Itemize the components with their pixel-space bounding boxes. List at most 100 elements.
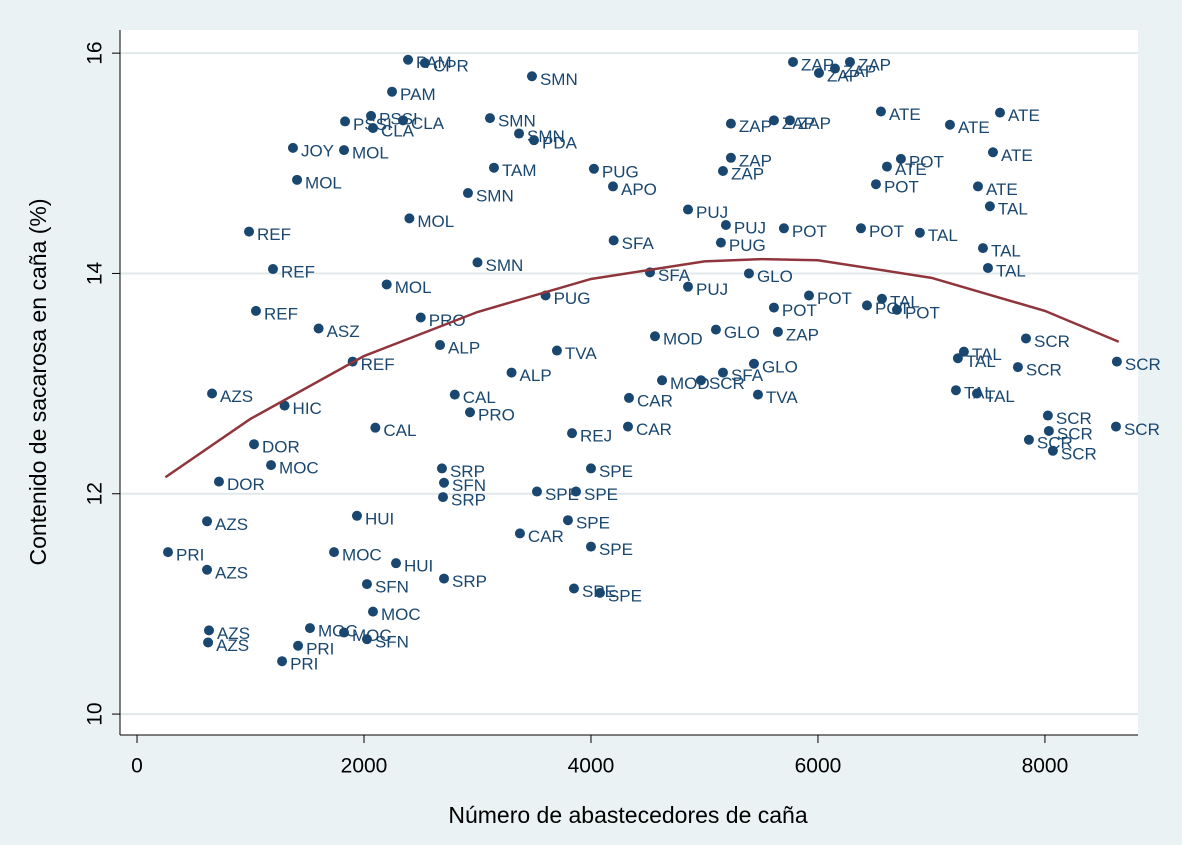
point (971, 388, 982, 399)
point-label: SPE (584, 485, 618, 504)
point-label: POT (792, 222, 827, 241)
point (624, 392, 634, 403)
point-label: PUJ (696, 203, 728, 222)
point-label: SFA (658, 266, 691, 285)
point (1111, 356, 1122, 367)
point-label: SPE (576, 514, 610, 533)
y-tick-label: 16 (84, 41, 107, 64)
point (367, 606, 378, 617)
point-label: ZAP (739, 151, 772, 170)
point-label: GLO (757, 267, 793, 286)
point (435, 340, 446, 351)
point-label: SRP (450, 462, 485, 481)
point (202, 516, 213, 527)
point-label: PUJ (734, 218, 766, 237)
point-label: SPE (599, 540, 633, 559)
point (488, 162, 499, 173)
point-label: REF (361, 355, 395, 374)
point (266, 460, 277, 471)
point (982, 262, 993, 273)
point (203, 637, 214, 648)
point-label: MOC (381, 605, 421, 624)
point (972, 181, 983, 192)
point (267, 264, 278, 275)
point (339, 145, 350, 156)
point (437, 492, 448, 503)
point-label: ATE (958, 118, 990, 137)
point-label: SCR (1037, 433, 1073, 452)
point-label: POT (869, 222, 904, 241)
point-label: ZAP (858, 55, 891, 74)
point (772, 326, 783, 337)
point-label: GLO (724, 323, 760, 342)
point-label: APO (621, 180, 657, 199)
point-label: SCR (709, 374, 745, 393)
point (1043, 425, 1054, 436)
point-label: ZAP (843, 62, 876, 81)
point-label: MOC (342, 546, 382, 565)
x-tick-label: 2000 (341, 755, 388, 778)
point-label: MOC (352, 626, 392, 645)
y-tick-label: 12 (84, 482, 107, 505)
point (717, 166, 728, 176)
x-tick-label: 8000 (1022, 755, 1069, 778)
point-label: SFN (375, 578, 409, 597)
point (768, 302, 779, 313)
point (710, 324, 721, 335)
point (419, 58, 430, 69)
point (787, 56, 798, 67)
point-label: CLA (381, 122, 415, 141)
point (768, 115, 779, 126)
point (293, 640, 304, 651)
point (472, 257, 483, 268)
point-label: PRI (306, 639, 334, 658)
y-tick-label: 10 (84, 702, 107, 725)
point (1023, 434, 1034, 445)
point-label: CAR (636, 420, 672, 439)
point-label: PRI (176, 546, 204, 565)
point-label: POT (909, 152, 944, 171)
point (304, 623, 315, 634)
point (778, 223, 789, 234)
point (861, 300, 872, 311)
point (439, 573, 450, 584)
point (743, 268, 754, 279)
point (608, 235, 619, 246)
point-label: CAL (383, 421, 416, 440)
point-label: CPR (433, 57, 469, 76)
point (391, 558, 402, 569)
point-label: PAM (400, 85, 436, 104)
point-label: PUG (729, 236, 766, 255)
point (725, 118, 736, 129)
point-label: PUG (554, 289, 591, 308)
point (1012, 362, 1023, 373)
point-label: SMN (498, 112, 536, 131)
point (551, 345, 562, 356)
point (370, 422, 381, 433)
point-label: ATE (1001, 146, 1033, 165)
point-label: TAL (991, 242, 1021, 261)
point (398, 115, 409, 126)
point-label: DOR (262, 438, 300, 457)
point (881, 161, 892, 172)
point (279, 400, 290, 411)
point-label: SPE (599, 462, 633, 481)
point (987, 147, 998, 158)
point (381, 279, 392, 290)
point-label: REJ (580, 427, 612, 446)
point (567, 428, 578, 439)
point-label: HUI (365, 509, 394, 528)
point (250, 305, 261, 316)
point-label: AZS (220, 387, 253, 406)
point (958, 346, 969, 357)
point-label: SFN (375, 633, 409, 652)
point-label: SPE (608, 586, 642, 605)
point (952, 353, 963, 364)
point (529, 135, 540, 146)
point (914, 227, 925, 238)
point (351, 510, 362, 521)
x-tick-label: 0 (131, 755, 143, 778)
point-label: HIC (293, 399, 322, 418)
point-label: SCR (1124, 420, 1160, 439)
point (855, 223, 866, 234)
